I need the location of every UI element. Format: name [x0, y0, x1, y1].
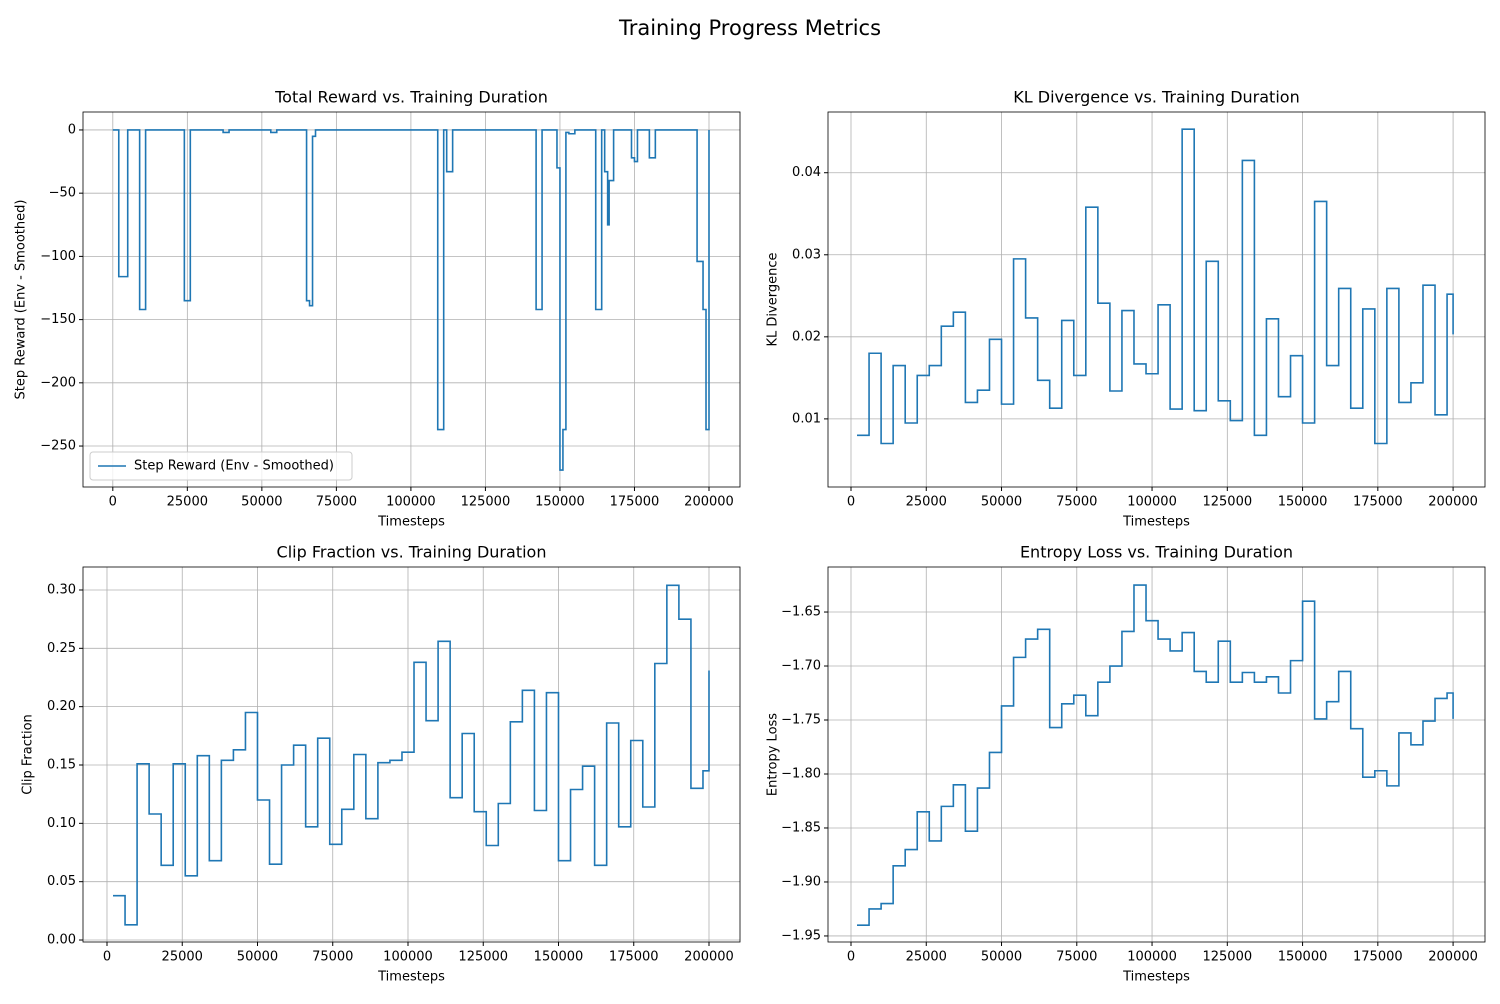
x-tick-label: 75000: [1056, 495, 1097, 510]
y-tick-label: −100: [40, 249, 76, 264]
x-tick-label: 100000: [386, 495, 436, 510]
y-axis-label: KL Divergence: [766, 253, 781, 347]
x-axis-label: Timesteps: [1122, 970, 1190, 985]
x-tick-label: 50000: [981, 950, 1022, 965]
legend-label: Step Reward (Env - Smoothed): [134, 459, 334, 474]
y-axis-label: Clip Fraction: [21, 714, 36, 795]
figure-title: Training Progress Metrics: [618, 16, 881, 40]
chart-title: KL Divergence vs. Training Duration: [1013, 88, 1299, 107]
y-tick-label: 0.01: [792, 411, 821, 426]
x-tick-label: 150000: [1278, 495, 1328, 510]
x-tick-label: 200000: [684, 950, 734, 965]
x-tick-label: 100000: [383, 950, 433, 965]
y-tick-label: −150: [40, 312, 76, 327]
y-tick-label: 0.04: [792, 165, 821, 180]
y-tick-label: 0.25: [47, 641, 76, 656]
plot-area: [112, 129, 710, 471]
y-tick-label: 0.15: [47, 758, 76, 773]
x-tick-label: 25000: [162, 950, 203, 965]
x-tick-label: 0: [847, 950, 855, 965]
axes-frame: [82, 566, 741, 943]
x-tick-label: 175000: [610, 495, 660, 510]
x-tick-label: 150000: [1278, 950, 1328, 965]
data-line: [857, 128, 1454, 445]
y-tick-label: 0.05: [47, 874, 76, 889]
x-tick-label: 0: [847, 495, 855, 510]
y-tick-label: 0.02: [792, 329, 821, 344]
x-tick-label: 125000: [1202, 950, 1252, 965]
axes-frame: [827, 111, 1486, 488]
y-tick-label: 0: [68, 122, 76, 137]
x-tick-label: 25000: [167, 495, 208, 510]
y-tick-label: 0.00: [47, 933, 76, 948]
x-tick-label: 125000: [1202, 495, 1252, 510]
x-tick-label: 175000: [1353, 495, 1403, 510]
data-line: [857, 584, 1454, 926]
x-tick-label: 175000: [609, 950, 659, 965]
x-tick-label: 200000: [1428, 950, 1478, 965]
y-tick-label: 0.30: [47, 582, 76, 597]
x-tick-label: 125000: [458, 950, 508, 965]
x-axis-label: Timesteps: [377, 970, 445, 985]
x-tick-label: 150000: [535, 495, 585, 510]
x-tick-label: 100000: [1127, 495, 1177, 510]
x-tick-label: 200000: [1428, 495, 1478, 510]
plot-area: [113, 584, 710, 926]
data-line: [112, 129, 710, 471]
x-tick-label: 50000: [237, 950, 278, 965]
y-tick-label: 0.03: [792, 247, 821, 262]
y-tick-label: −1.80: [781, 766, 821, 781]
chart-title: Entropy Loss vs. Training Duration: [1020, 543, 1293, 562]
x-tick-label: 125000: [461, 495, 511, 510]
x-tick-label: 50000: [981, 495, 1022, 510]
x-tick-label: 200000: [684, 495, 734, 510]
y-tick-label: −1.65: [781, 605, 821, 620]
x-tick-label: 175000: [1353, 950, 1403, 965]
y-tick-label: −1.85: [781, 820, 821, 835]
legend-box: [89, 451, 353, 481]
x-tick-label: 100000: [1127, 950, 1177, 965]
data-line: [113, 584, 710, 926]
y-tick-label: −1.75: [781, 713, 821, 728]
x-tick-label: 0: [103, 950, 111, 965]
x-axis-label: Timesteps: [1122, 515, 1190, 530]
y-tick-label: −1.95: [781, 928, 821, 943]
x-tick-label: 150000: [534, 950, 584, 965]
y-axis-label: Step Reward (Env - Smoothed): [14, 200, 29, 400]
axes-frame: [82, 111, 741, 488]
plot-area: [857, 584, 1454, 926]
x-axis-label: Timesteps: [377, 515, 445, 530]
x-tick-label: 75000: [316, 495, 357, 510]
y-tick-label: 0.20: [47, 699, 76, 714]
x-tick-label: 25000: [906, 950, 947, 965]
chart-title: Total Reward vs. Training Duration: [274, 88, 548, 107]
x-tick-label: 75000: [1056, 950, 1097, 965]
x-tick-label: 0: [109, 495, 117, 510]
y-tick-label: 0.10: [47, 816, 76, 831]
y-tick-label: −1.70: [781, 659, 821, 674]
y-tick-label: −1.90: [781, 874, 821, 889]
axes-frame: [827, 566, 1486, 943]
y-tick-label: −200: [40, 375, 76, 390]
x-tick-label: 75000: [312, 950, 353, 965]
y-tick-label: −250: [40, 439, 76, 454]
y-axis-label: Entropy Loss: [766, 713, 781, 796]
y-tick-label: −50: [49, 186, 76, 201]
plot-area: [857, 128, 1454, 445]
x-tick-label: 50000: [241, 495, 282, 510]
x-tick-label: 25000: [906, 495, 947, 510]
chart-title: Clip Fraction vs. Training Duration: [277, 543, 547, 562]
